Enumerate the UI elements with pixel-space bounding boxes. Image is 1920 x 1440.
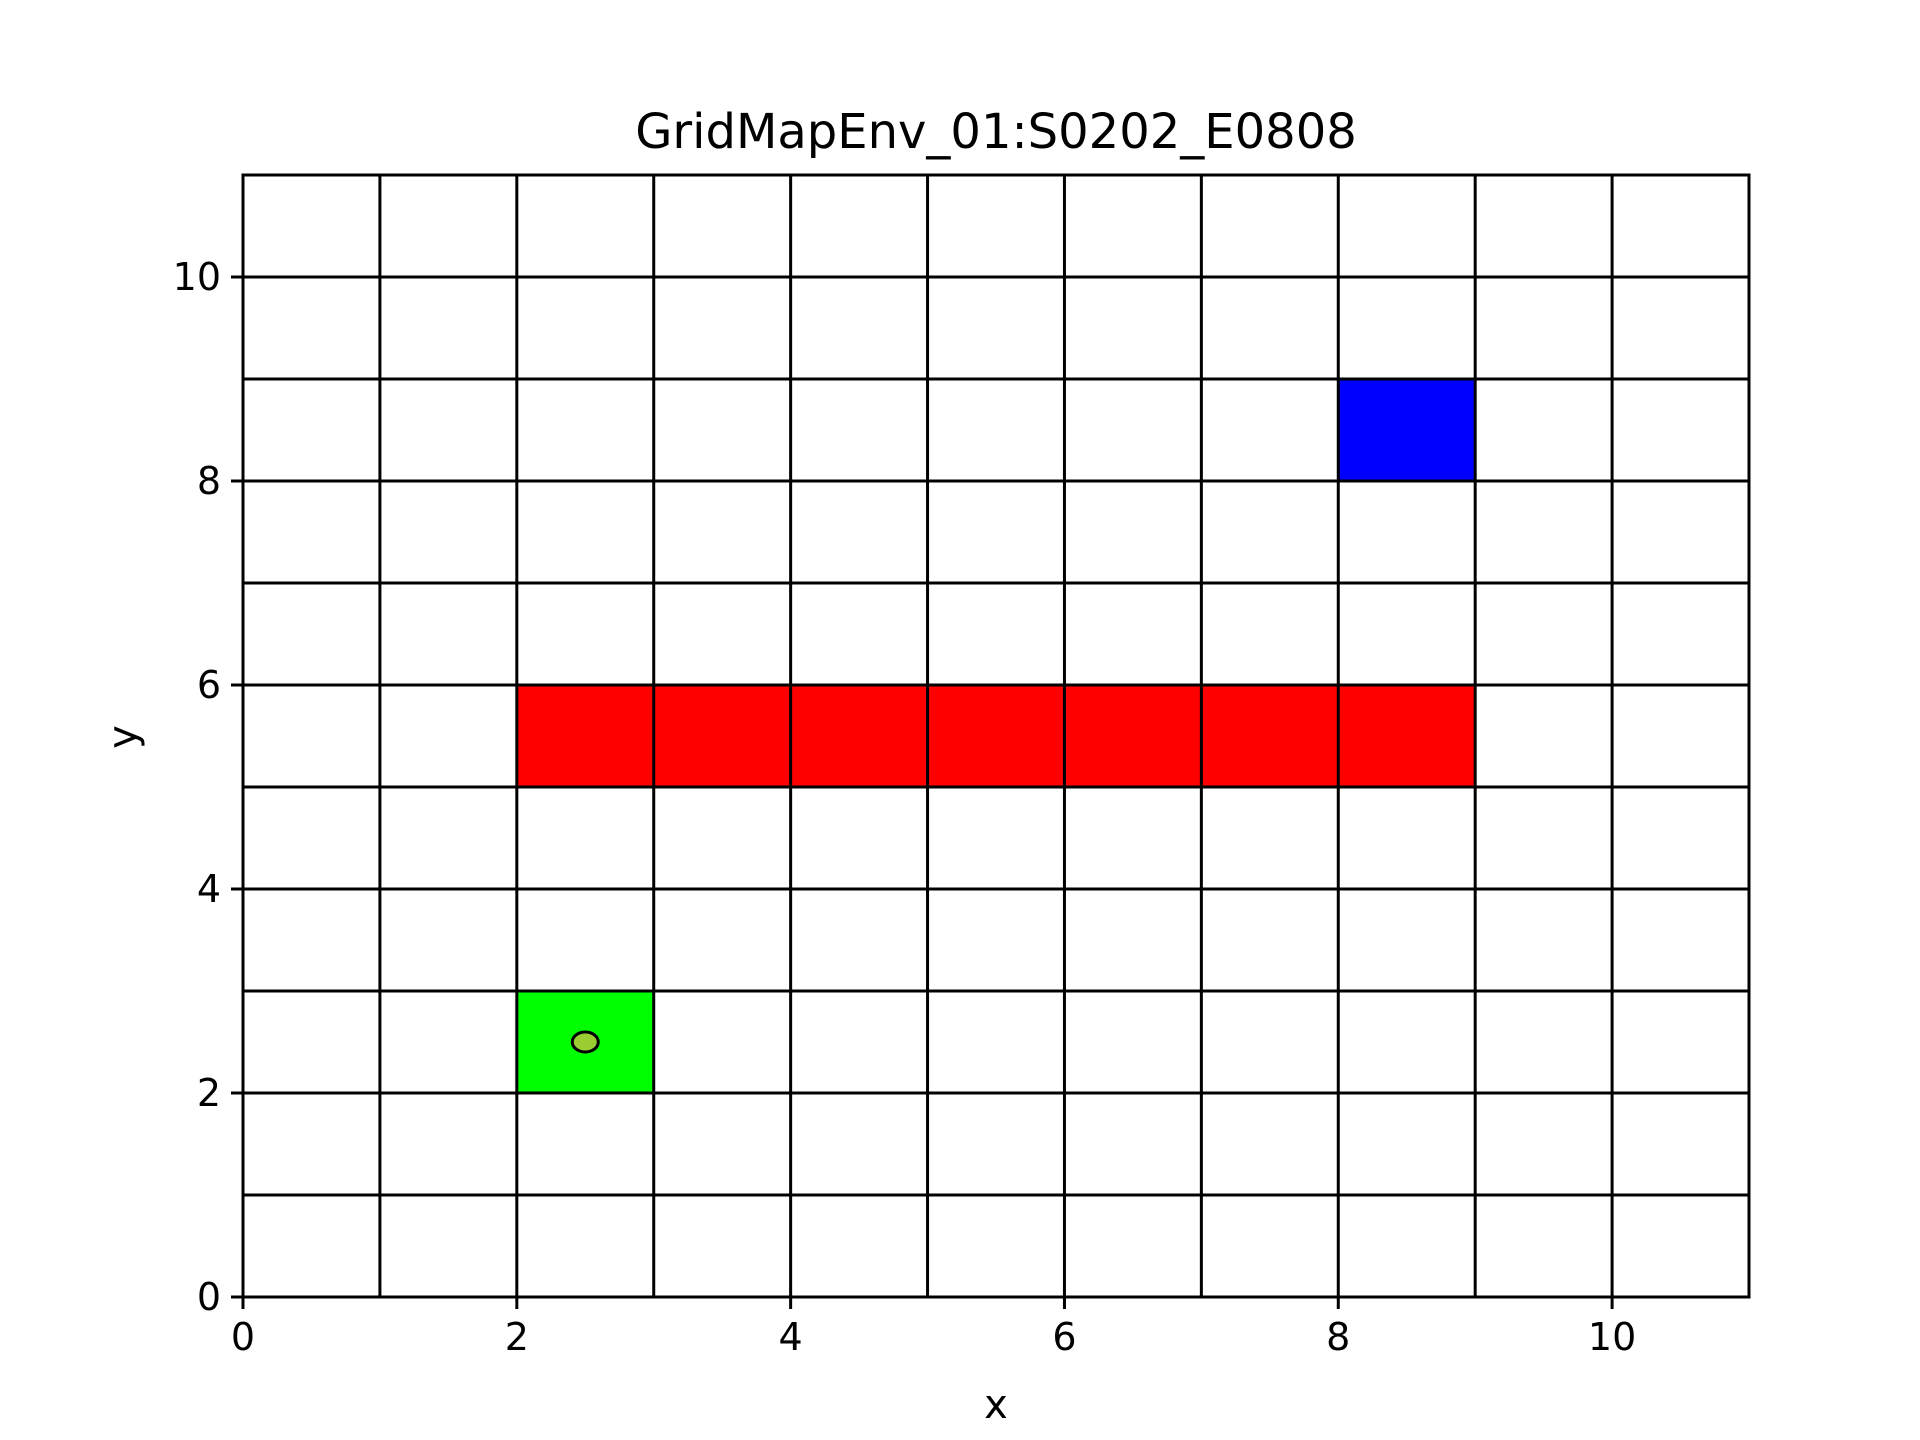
y-tick-label: 8 (197, 459, 221, 503)
agent-layer (570, 1030, 600, 1054)
plot-frame (241, 173, 1751, 1299)
agent-marker (570, 1030, 600, 1054)
x-tick-label: 2 (505, 1315, 529, 1359)
x-tick-label: 4 (779, 1315, 803, 1359)
grid-lines (241, 173, 1751, 1299)
x-tick-label: 0 (231, 1315, 255, 1359)
obstacle-cell (653, 685, 791, 787)
obstacle-cell (1201, 685, 1339, 787)
end-cell (1338, 379, 1476, 481)
y-axis-label: y (100, 725, 146, 749)
y-tick-label: 2 (197, 1071, 221, 1115)
chart-title: GridMapEnv_01:S0202_E0808 (635, 104, 1357, 160)
y-tick-label: 10 (173, 255, 221, 299)
x-tick-label: 8 (1326, 1315, 1350, 1359)
y-tick-label: 0 (197, 1275, 221, 1319)
y-tick-label: 4 (197, 867, 221, 911)
x-axis-label: x (984, 1382, 1008, 1428)
obstacle-cell (1338, 685, 1476, 787)
obstacle-cell (927, 685, 1065, 787)
cells-layer (516, 379, 1476, 1093)
obstacle-cell (516, 685, 654, 787)
axis-ticks: 0 2 4 6 8 10 0 2 4 6 8 10 (173, 255, 1637, 1359)
obstacle-cell (790, 685, 928, 787)
x-tick-label: 10 (1588, 1315, 1636, 1359)
obstacle-cell (1064, 685, 1202, 787)
x-tick-label: 6 (1052, 1315, 1076, 1359)
y-tick-label: 6 (197, 663, 221, 707)
